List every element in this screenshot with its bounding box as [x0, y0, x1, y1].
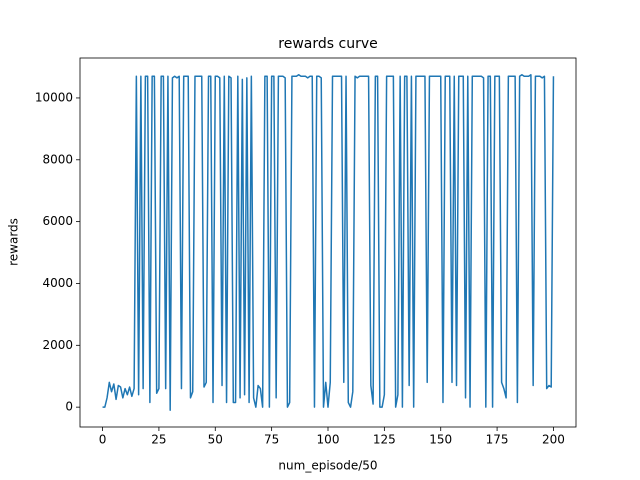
data-line	[102, 74, 555, 411]
y-tick-label: 8000	[42, 152, 73, 166]
x-tick-label: 150	[429, 433, 452, 447]
x-axis-label: num_episode/50	[278, 459, 377, 473]
x-tick-label: 50	[208, 433, 223, 447]
x-tick-label: 100	[317, 433, 340, 447]
x-tick-label: 200	[542, 433, 565, 447]
y-tick-label: 10000	[35, 90, 73, 104]
plot-frame	[79, 57, 577, 428]
x-tick-label: 125	[373, 433, 396, 447]
chart-title: rewards curve	[278, 36, 377, 52]
x-tick-label: 0	[99, 433, 107, 447]
x-tick-label: 175	[486, 433, 509, 447]
x-tick-label: 25	[151, 433, 166, 447]
y-tick-label: 2000	[42, 338, 73, 352]
y-axis-label: rewards	[7, 218, 21, 266]
y-tick-label: 6000	[42, 214, 73, 228]
y-tick-label: 4000	[42, 276, 73, 290]
x-tick-label: 75	[264, 433, 279, 447]
y-tick-label: 0	[65, 400, 73, 414]
